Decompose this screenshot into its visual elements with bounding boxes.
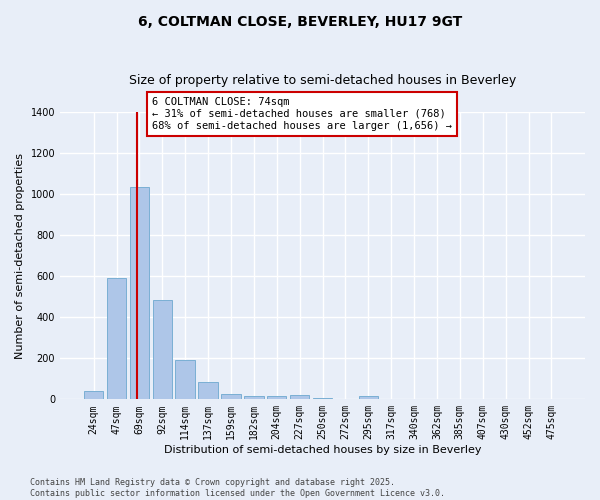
Bar [84,391,103,400]
Bar [152,300,172,400]
Bar [267,396,286,400]
X-axis label: Distribution of semi-detached houses by size in Beverley: Distribution of semi-detached houses by … [164,445,481,455]
Bar [244,396,263,400]
Bar [221,394,241,400]
Bar [359,396,378,400]
Bar [313,398,332,400]
Bar [107,278,126,400]
Bar [290,395,310,400]
Bar [130,186,149,400]
Bar [199,382,218,400]
Bar [175,360,195,400]
Text: 6 COLTMAN CLOSE: 74sqm
← 31% of semi-detached houses are smaller (768)
68% of se: 6 COLTMAN CLOSE: 74sqm ← 31% of semi-det… [152,98,452,130]
Y-axis label: Number of semi-detached properties: Number of semi-detached properties [15,152,25,358]
Text: Contains HM Land Registry data © Crown copyright and database right 2025.
Contai: Contains HM Land Registry data © Crown c… [30,478,445,498]
Text: 6, COLTMAN CLOSE, BEVERLEY, HU17 9GT: 6, COLTMAN CLOSE, BEVERLEY, HU17 9GT [138,15,462,29]
Title: Size of property relative to semi-detached houses in Beverley: Size of property relative to semi-detach… [129,74,516,87]
